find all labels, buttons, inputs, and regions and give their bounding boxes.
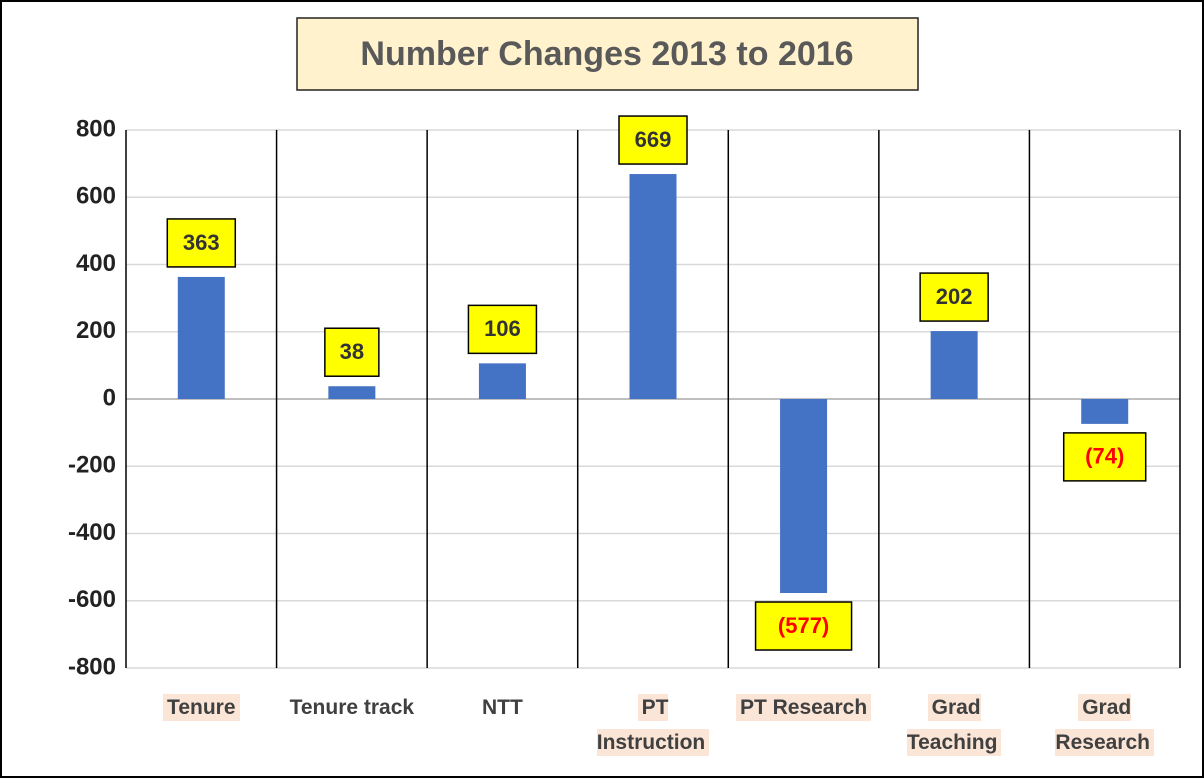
bar	[328, 386, 376, 399]
x-tick-label-box: Tenure	[129, 690, 273, 725]
data-label: (577)	[778, 613, 829, 638]
y-tick-label: 400	[76, 250, 116, 277]
y-tick-label: 0	[103, 384, 116, 411]
x-tick-label-wrap: PT Instruction	[581, 690, 725, 760]
bar	[930, 331, 978, 399]
x-tick-label-wrap: Grad Research	[1033, 690, 1177, 760]
x-tick-label-wrap: NTT	[430, 690, 574, 725]
y-tick-label: -200	[68, 452, 116, 479]
x-tick-label: PT Research	[735, 694, 872, 721]
x-tick-label-box: PT Research	[732, 690, 876, 725]
bar	[780, 399, 828, 594]
x-tick-label-box: NTT	[430, 690, 574, 725]
x-tick-label-box: Grad Research	[1033, 690, 1177, 760]
x-tick-label: PT Instruction	[596, 694, 710, 756]
title-box	[296, 17, 919, 91]
bar	[1081, 399, 1129, 424]
data-label-box	[919, 272, 989, 322]
y-tick-label: 800	[76, 115, 116, 142]
x-tick-label-wrap: Tenure	[129, 690, 273, 725]
x-tick-label: Grad Teaching	[906, 694, 1002, 756]
data-label-box	[618, 115, 688, 165]
y-tick-label: 200	[76, 317, 116, 344]
data-label-box	[467, 304, 538, 355]
bar	[629, 174, 677, 399]
x-tick-label-box: Tenure track	[280, 690, 424, 725]
data-label: 106	[484, 316, 521, 341]
data-label: 38	[340, 339, 364, 364]
x-tick-label: NTT	[482, 696, 523, 719]
data-label: 363	[183, 230, 220, 255]
x-tick-label-box: Grad Teaching	[882, 690, 1026, 760]
data-label-box	[1062, 432, 1147, 482]
data-label-box	[754, 601, 853, 651]
x-tick-label-wrap: PT Research	[732, 690, 876, 725]
x-tick-label: Grad Research	[1055, 694, 1154, 756]
x-tick-label: Tenure	[163, 694, 240, 721]
x-tick-label-wrap: Grad Teaching	[882, 690, 1026, 760]
data-label: 202	[936, 284, 973, 309]
y-tick-label: 600	[76, 183, 116, 210]
y-tick-label: -800	[68, 653, 116, 680]
data-label-box	[324, 327, 380, 377]
data-label-box	[166, 218, 237, 268]
y-tick-label: -600	[68, 586, 116, 613]
x-tick-label-box: PT Instruction	[581, 690, 725, 760]
data-label: (74)	[1085, 444, 1124, 469]
data-label: 669	[635, 127, 672, 152]
y-tick-label: -400	[68, 519, 116, 546]
bar	[478, 363, 526, 399]
bar	[177, 276, 225, 399]
x-tick-label-wrap: Tenure track	[280, 690, 424, 725]
x-tick-label: Tenure track	[289, 696, 415, 719]
chart-title: Number Changes 2013 to 2016	[360, 35, 853, 73]
